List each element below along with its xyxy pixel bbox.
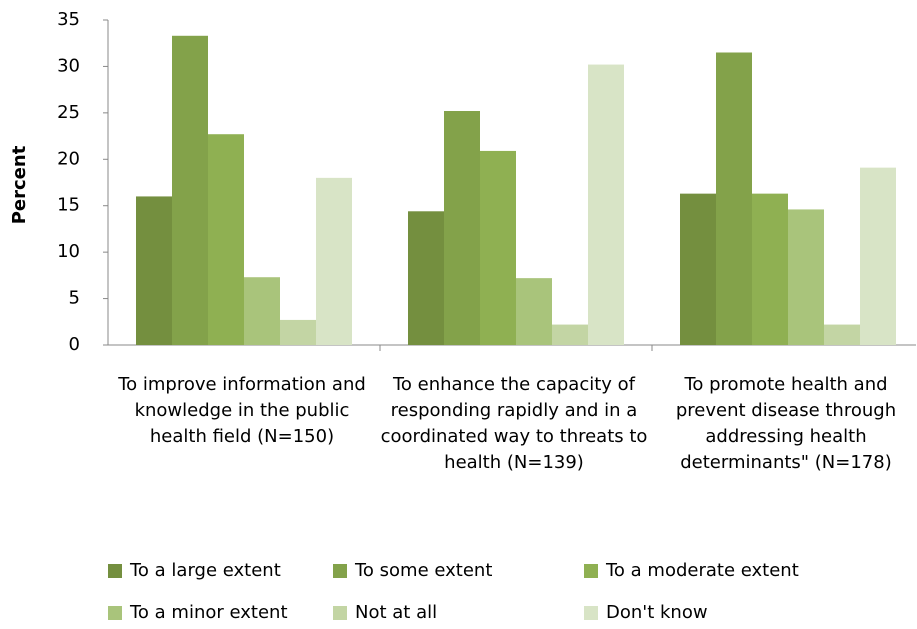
legend-swatch <box>584 564 598 578</box>
bar <box>208 134 244 345</box>
bar <box>172 35 208 346</box>
bar <box>408 211 444 345</box>
legend-swatch <box>333 564 347 578</box>
bar <box>444 111 480 345</box>
legend-label: To a moderate extent <box>605 560 799 581</box>
y-tick-label: 10 <box>57 241 80 262</box>
legend-swatch <box>108 564 122 578</box>
bar <box>824 324 860 345</box>
legend-swatch <box>584 606 598 620</box>
bar <box>680 193 716 345</box>
legend-label: To some extent <box>354 560 492 581</box>
bar <box>136 196 172 345</box>
legend-swatch <box>333 606 347 620</box>
y-tick-label: 35 <box>57 9 80 30</box>
bar <box>588 64 624 346</box>
bar <box>716 52 752 345</box>
legend-swatch <box>108 606 122 620</box>
y-tick-label: 15 <box>57 195 80 216</box>
bar <box>516 278 552 345</box>
legend-label: Not at all <box>355 602 437 623</box>
bar <box>752 193 788 345</box>
bar <box>788 209 824 345</box>
bar <box>280 319 316 345</box>
x-tick-label: To promote health and prevent disease th… <box>675 374 897 473</box>
bar <box>244 277 280 345</box>
bar <box>552 324 588 345</box>
y-tick-label: 30 <box>57 55 80 76</box>
y-tick-label: 0 <box>69 334 80 355</box>
y-tick-label: 20 <box>57 148 80 169</box>
y-axis-label: Percent <box>9 145 30 224</box>
y-tick-label: 5 <box>69 288 80 309</box>
x-tick-label: To enhance the capacity of responding ra… <box>380 374 648 473</box>
legend-label: To a minor extent <box>129 602 288 623</box>
legend-label: Don't know <box>606 602 708 623</box>
y-tick-label: 25 <box>57 102 80 123</box>
bar <box>316 177 352 345</box>
legend-label: To a large extent <box>129 560 281 581</box>
bar <box>480 150 516 345</box>
x-tick-label: To improve information and knowledge in … <box>118 374 366 447</box>
bar <box>860 167 896 345</box>
